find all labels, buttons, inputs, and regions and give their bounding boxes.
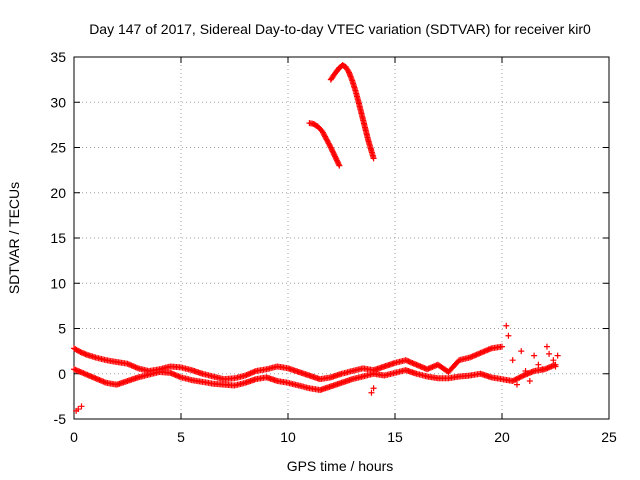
chart-title: Day 147 of 2017, Sidereal Day-to-day VTE…: [89, 21, 591, 37]
data-point: [552, 363, 559, 370]
data-point: [327, 76, 334, 83]
data-point: [550, 357, 557, 364]
data-point: [75, 406, 82, 413]
data-point: [546, 350, 553, 357]
data-point: [509, 357, 516, 364]
data-point: [335, 161, 342, 168]
data-point: [327, 143, 334, 150]
data-point: [539, 366, 546, 373]
data-point: [78, 403, 85, 410]
y-tick-label: 0: [58, 366, 66, 382]
x-tick-label: 15: [387, 429, 403, 445]
x-axis-label: GPS time / hours: [287, 458, 394, 474]
x-tick-label: 0: [70, 429, 78, 445]
data-point: [509, 377, 516, 384]
grid: [73, 56, 610, 420]
data-point: [370, 155, 377, 162]
x-tick-label: 5: [177, 429, 185, 445]
y-tick-label: 20: [50, 185, 66, 201]
data-point: [543, 343, 550, 350]
data-point: [515, 375, 522, 382]
data-point: [526, 377, 533, 384]
data-point: [554, 352, 561, 359]
x-tick-label: 20: [494, 429, 510, 445]
data-point: [513, 375, 520, 382]
data-point: [499, 343, 505, 350]
data-point: [370, 385, 377, 392]
x-tick-label: 10: [280, 429, 296, 445]
y-tick-label: 10: [50, 275, 66, 291]
y-ticks: -5 0 5 10 15 20 25 30 35: [50, 49, 609, 427]
y-axis-label: SDTVAR / TECUs: [6, 182, 22, 294]
data-point: [531, 352, 538, 359]
y-tick-label: -5: [54, 411, 67, 427]
data-point: [513, 381, 520, 388]
data-point: [519, 373, 526, 380]
data-point: [368, 389, 375, 396]
data-point: [328, 75, 335, 82]
data-points: [71, 62, 561, 414]
data-point: [336, 162, 343, 169]
y-tick-label: 30: [50, 94, 66, 110]
data-point: [517, 373, 524, 380]
data-point: [505, 332, 512, 339]
y-tick-label: 35: [50, 49, 66, 65]
data-point: [345, 68, 352, 75]
x-ticks: 0 5 10 15 20 25: [70, 57, 617, 445]
y-tick-label: 15: [50, 230, 66, 246]
data-point: [512, 376, 519, 383]
data-point: [516, 374, 523, 381]
data-point: [535, 361, 542, 368]
data-point: [522, 368, 529, 375]
y-tick-label: 5: [58, 321, 66, 337]
data-point: [518, 348, 525, 355]
y-tick-label: 25: [50, 140, 66, 156]
data-point: [503, 322, 510, 329]
x-tick-label: 25: [601, 429, 617, 445]
data-point: [511, 377, 518, 384]
